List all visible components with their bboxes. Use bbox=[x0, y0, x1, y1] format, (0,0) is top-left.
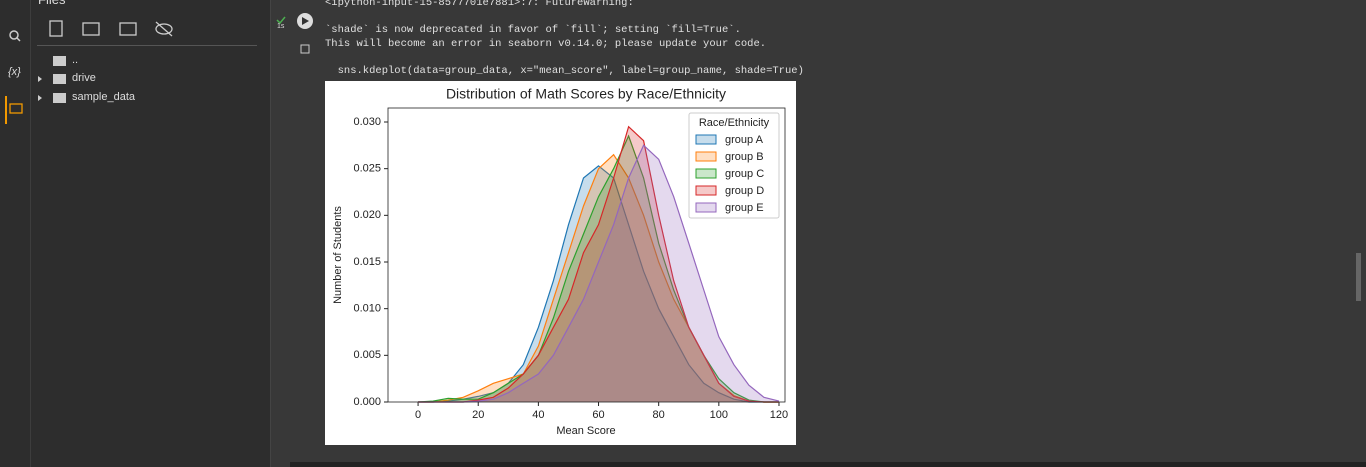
legend-swatch bbox=[695, 202, 717, 213]
y-tick-label: 0.025 bbox=[353, 163, 381, 175]
kde-fill bbox=[418, 136, 779, 402]
toolbar bbox=[49, 20, 173, 37]
kde-fill bbox=[418, 165, 779, 402]
sidebar-title: Files bbox=[38, 0, 65, 7]
variables-icon[interactable]: {x} bbox=[8, 66, 21, 78]
legend-swatch bbox=[695, 168, 717, 179]
plot-frame bbox=[387, 107, 786, 403]
legend-swatch bbox=[695, 185, 717, 196]
legend-label: group A bbox=[725, 134, 764, 146]
icon-rail: {x} bbox=[0, 0, 31, 467]
legend-box bbox=[688, 112, 780, 219]
legend-swatch bbox=[695, 134, 717, 145]
refresh-icon[interactable] bbox=[82, 22, 100, 36]
y-tick-label: 0.020 bbox=[353, 209, 381, 221]
output-line: <ipython-input-15-8577701e7881>:7: Futur… bbox=[325, 0, 634, 9]
kde-line bbox=[418, 165, 779, 403]
x-tick-label: 80 bbox=[653, 409, 665, 421]
x-tick-label: 120 bbox=[770, 409, 788, 421]
x-tick-label: 20 bbox=[472, 409, 484, 421]
output-line: sns.kdeplot(data=group_data, x="mean_sco… bbox=[325, 64, 804, 77]
scrollbar[interactable] bbox=[1356, 253, 1361, 301]
kde-line bbox=[418, 125, 779, 403]
output-line: This will become an error in seaborn v0.… bbox=[325, 37, 767, 50]
y-axis-label: Number of Students bbox=[332, 206, 344, 304]
chart-image: Distribution of Math Scores by Race/Ethn… bbox=[325, 81, 796, 445]
x-tick-label: 40 bbox=[532, 409, 544, 421]
upload-icon[interactable] bbox=[49, 20, 63, 37]
cell-gutter bbox=[276, 13, 313, 54]
y-tick-label: 0.030 bbox=[353, 116, 381, 128]
chart-title: Distribution of Math Scores by Race/Ethn… bbox=[446, 86, 726, 102]
y-tick-label: 0.005 bbox=[353, 349, 381, 361]
exec-time: 1s bbox=[277, 23, 285, 30]
x-tick-label: 0 bbox=[415, 409, 421, 421]
y-tick-label: 0.010 bbox=[353, 303, 381, 315]
x-tick-label: 60 bbox=[592, 409, 604, 421]
divider bbox=[37, 45, 257, 46]
legend-swatch bbox=[695, 151, 717, 162]
drive-icon[interactable] bbox=[119, 22, 137, 36]
chart: Distribution of Math Scores by Race/Ethn… bbox=[332, 86, 788, 437]
kde-fill bbox=[418, 154, 779, 402]
tree-item[interactable]: .. bbox=[72, 54, 79, 66]
kde-line bbox=[418, 134, 779, 403]
hide-icon[interactable] bbox=[155, 23, 173, 35]
kde-line bbox=[418, 144, 780, 403]
y-tick-label: 0.000 bbox=[353, 396, 381, 408]
tree-item[interactable]: drive bbox=[72, 72, 96, 84]
legend-label: group E bbox=[725, 202, 764, 214]
output-line: `shade` is now deprecated in favor of `f… bbox=[325, 24, 741, 36]
legend-label: group D bbox=[725, 185, 764, 197]
legend-label: group C bbox=[725, 168, 764, 180]
rail-icons bbox=[5, 30, 23, 124]
y-tick-label: 0.015 bbox=[353, 256, 381, 268]
x-axis-label: Mean Score bbox=[556, 425, 615, 437]
x-tick-label: 100 bbox=[710, 409, 728, 421]
tree-icons bbox=[38, 56, 66, 103]
legend-label: group B bbox=[725, 151, 764, 163]
legend-title: Race/Ethnicity bbox=[699, 117, 770, 129]
sidebar: {x} Files .. drive sample_data bbox=[0, 0, 271, 467]
tree-item[interactable]: sample_data bbox=[72, 91, 135, 103]
bottom-bar bbox=[290, 462, 1366, 467]
kde-fill bbox=[418, 145, 779, 403]
kde-fill bbox=[418, 126, 779, 402]
